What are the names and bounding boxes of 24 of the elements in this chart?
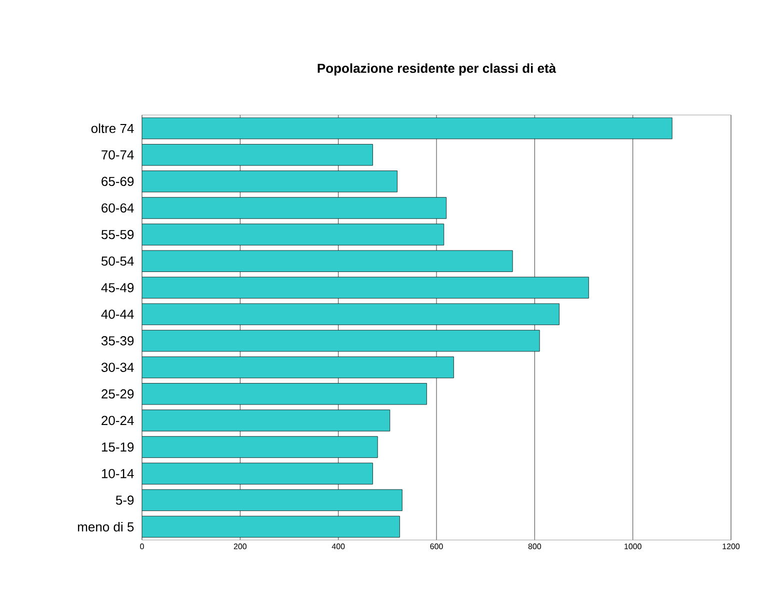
y-tick-label: 15-19 <box>102 442 134 452</box>
y-tick-label: 5-9 <box>116 496 134 505</box>
y-tick-label: 35-39 <box>101 336 134 346</box>
chart-title: Popolazione residente per classi di età <box>318 63 556 76</box>
y-tick-label: 40-44 <box>101 310 134 319</box>
y-tick-label: 10-14 <box>102 468 134 478</box>
y-tick-label: 60-64 <box>102 203 134 213</box>
y-tick-label: 45-49 <box>101 283 134 292</box>
x-tick-label: 1000 <box>624 544 642 550</box>
y-tick-label: meno di 5 <box>78 522 134 532</box>
x-tick-label: 1200 <box>722 544 740 550</box>
x-tick-label: 200 <box>234 544 247 550</box>
x-tick-label: 800 <box>528 544 542 550</box>
y-tick-label: 65-69 <box>102 176 134 186</box>
y-tick-label: 25-29 <box>102 389 134 399</box>
y-tick-label: 50-54 <box>101 256 134 266</box>
y-tick-label: 30-34 <box>101 362 134 372</box>
y-tick-label: 70-74 <box>102 150 134 160</box>
x-tick-label: 600 <box>430 544 443 550</box>
y-tick-label: oltre 74 <box>91 124 134 134</box>
x-tick-label: 400 <box>332 544 345 550</box>
y-tick-label: 55-59 <box>101 230 134 240</box>
y-tick-label: 20-24 <box>102 416 134 426</box>
x-tick-label: 0 <box>140 544 144 550</box>
